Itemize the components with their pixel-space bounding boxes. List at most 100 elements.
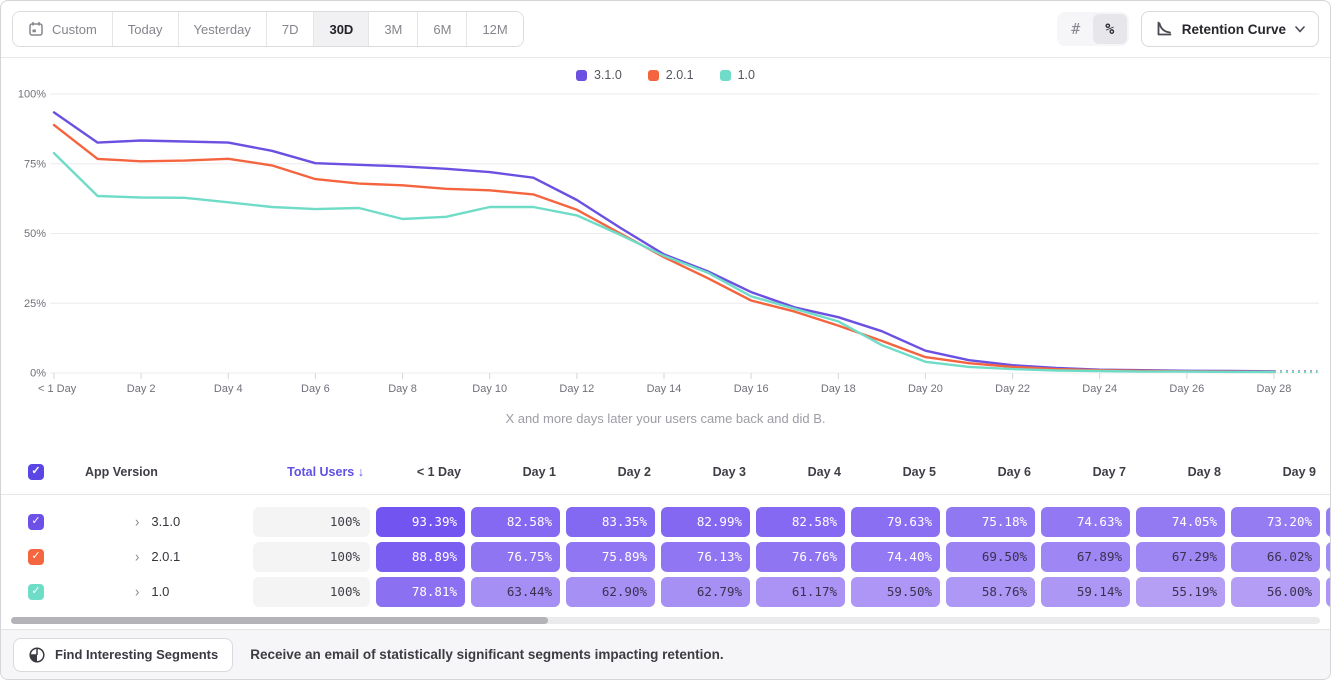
day-header-day-7[interactable]: Day 7 [1092, 464, 1126, 479]
table-row: ✓ › 1.0 100% 78.81% 63.44% 62.90% 62.79% 61.17% 5… [1, 574, 1330, 609]
retention-cell[interactable]: 63.44% [471, 576, 560, 607]
retention-cell[interactable]: 78.81% [376, 576, 465, 607]
x-axis-label: Day 14 [647, 383, 682, 395]
date-range-today-button[interactable]: Today [112, 12, 179, 46]
x-axis-label: Day 4 [214, 383, 243, 395]
retention-cell[interactable]: 56.00% [1231, 576, 1320, 607]
retention-cell[interactable]: 76.13% [661, 541, 750, 572]
series-line-2.0.1 [52, 123, 1276, 374]
retention-cell[interactable]: 69.50% [946, 541, 1035, 572]
retention-cell[interactable]: 61.17% [756, 576, 845, 607]
date-range-3m-button[interactable]: 3M [369, 12, 419, 46]
retention-cell[interactable]: 88.89% [376, 541, 465, 572]
retention-cell[interactable]: 74.63% [1041, 506, 1130, 537]
table-header-row: ✓ App Version Total Users ↓ < 1 Day Day 1… [1, 449, 1330, 495]
date-range-30d-button[interactable]: 30D [314, 12, 370, 46]
retention-cell[interactable]: 59.50% [851, 576, 940, 607]
retention-cell-partial[interactable] [1326, 506, 1330, 537]
day-header-day-4[interactable]: Day 4 [807, 464, 841, 479]
expand-chevron-icon[interactable]: › [135, 547, 140, 566]
x-axis-label: Day 18 [821, 383, 856, 395]
day-header-day-8[interactable]: Day 8 [1187, 464, 1221, 479]
retention-cell[interactable]: 74.05% [1136, 506, 1225, 537]
retention-cell[interactable]: 75.89% [566, 541, 655, 572]
retention-cell[interactable]: 79.63% [851, 506, 940, 537]
date-range-group: Custom Today Yesterday 7D 30D 3M 6M 12M [12, 11, 524, 47]
total-users-cell[interactable]: 100% [253, 576, 370, 607]
total-users-cell[interactable]: 100% [253, 541, 370, 572]
retention-cell[interactable]: 67.29% [1136, 541, 1225, 572]
row-checkbox[interactable]: ✓ [28, 548, 44, 565]
retention-cell[interactable]: 75.18% [946, 506, 1035, 537]
sort-desc-icon: ↓ [357, 464, 364, 479]
retention-cell[interactable]: 62.79% [661, 576, 750, 607]
x-axis-label: Day 26 [1169, 383, 1204, 395]
find-segments-button[interactable]: Find Interesting Segments [13, 637, 234, 672]
day-header-day-6[interactable]: Day 6 [997, 464, 1031, 479]
date-range-7d-button[interactable]: 7D [266, 12, 315, 46]
chart-legend: 3.1.0 2.0.1 1.0 [1, 64, 1330, 86]
day-header-day-2[interactable]: Day 2 [617, 464, 651, 479]
y-axis-label: 0% [30, 368, 46, 380]
retention-cell[interactable]: 76.76% [756, 541, 845, 572]
retention-cell-partial[interactable] [1326, 541, 1330, 572]
footer-message: Receive an email of statistically signif… [250, 647, 724, 662]
total-users-cell[interactable]: 100% [253, 506, 370, 537]
day-header-day-9[interactable]: Day 9 [1282, 464, 1316, 479]
retention-cell[interactable]: 93.39% [376, 506, 465, 537]
retention-cell[interactable]: 82.58% [471, 506, 560, 537]
date-range-12m-button[interactable]: 12M [467, 12, 523, 46]
retention-cell[interactable]: 82.58% [756, 506, 845, 537]
retention-cell[interactable]: 74.40% [851, 541, 940, 572]
table-row: ✓ › 3.1.0 100% 93.39% 82.58% 83.35% 82.99% 82.58… [1, 504, 1330, 539]
legend-item-3.1.0[interactable]: 3.1.0 [575, 68, 622, 82]
app-version-label: 1.0 [151, 584, 170, 599]
chart-type-dropdown[interactable]: Retention Curve [1140, 11, 1319, 47]
select-all-checkbox[interactable]: ✓ [28, 463, 44, 480]
retention-cell[interactable]: 82.99% [661, 506, 750, 537]
calendar-icon [29, 21, 43, 36]
x-axis-label: Day 6 [301, 383, 330, 395]
row-checkbox[interactable]: ✓ [28, 583, 44, 600]
x-axis-label: Day 8 [388, 383, 417, 395]
footer-bar: Find Interesting Segments Receive an ema… [1, 629, 1330, 679]
retention-cell[interactable]: 67.89% [1041, 541, 1130, 572]
y-axis-label: 25% [24, 298, 46, 310]
date-range-custom-button[interactable]: Custom [13, 12, 113, 46]
retention-cell[interactable]: 66.02% [1231, 541, 1320, 572]
retention-cell[interactable]: 83.35% [566, 506, 655, 537]
legend-item-2.0.1[interactable]: 2.0.1 [647, 68, 694, 82]
expand-chevron-icon[interactable]: › [135, 512, 140, 531]
retention-cell[interactable]: 58.76% [946, 576, 1035, 607]
row-checkbox[interactable]: ✓ [28, 513, 44, 530]
retention-cell[interactable]: 73.20% [1231, 506, 1320, 537]
app-version-header[interactable]: App Version [85, 464, 158, 479]
legend-swatch [647, 69, 659, 81]
legend-item-1.0[interactable]: 1.0 [719, 68, 755, 82]
retention-cell[interactable]: 76.75% [471, 541, 560, 572]
retention-cell[interactable]: 55.19% [1136, 576, 1225, 607]
table-row: ✓ › 2.0.1 100% 88.89% 76.75% 75.89% 76.13% 76.76… [1, 539, 1330, 574]
chart-section: 3.1.0 2.0.1 1.0 0% 25% 50% 75% 100% < 1 Day Day … [1, 58, 1330, 433]
retention-curve-icon [1157, 21, 1172, 36]
percentages-toggle-button[interactable]: % [1092, 14, 1127, 44]
day-header-day-1[interactable]: Day 1 [522, 464, 556, 479]
date-range-yesterday-button[interactable]: Yesterday [178, 12, 267, 46]
retention-cell[interactable]: 62.90% [566, 576, 655, 607]
scrollbar-thumb[interactable] [11, 617, 548, 624]
expand-chevron-icon[interactable]: › [135, 582, 140, 601]
x-axis-label: < 1 Day [38, 383, 77, 395]
x-axis-label: Day 24 [1082, 383, 1117, 395]
total-users-header[interactable]: Total Users ↓ [287, 464, 364, 479]
retention-cell[interactable]: 59.14% [1041, 576, 1130, 607]
date-range-6m-button[interactable]: 6M [418, 12, 468, 46]
day-header-<-1-day[interactable]: < 1 Day [416, 464, 461, 479]
retention-line-chart: 0% 25% 50% 75% 100% < 1 Day Day 2 Day 4 Day 6 Day… [18, 89, 1319, 395]
x-axis-label: Day 16 [734, 383, 769, 395]
absolute-numbers-toggle-button[interactable]: # [1059, 14, 1093, 44]
day-header-day-5[interactable]: Day 5 [902, 464, 936, 479]
day-header-day-3[interactable]: Day 3 [712, 464, 746, 479]
horizontal-scrollbar[interactable] [11, 617, 1320, 624]
retention-cell-partial[interactable] [1326, 576, 1330, 607]
